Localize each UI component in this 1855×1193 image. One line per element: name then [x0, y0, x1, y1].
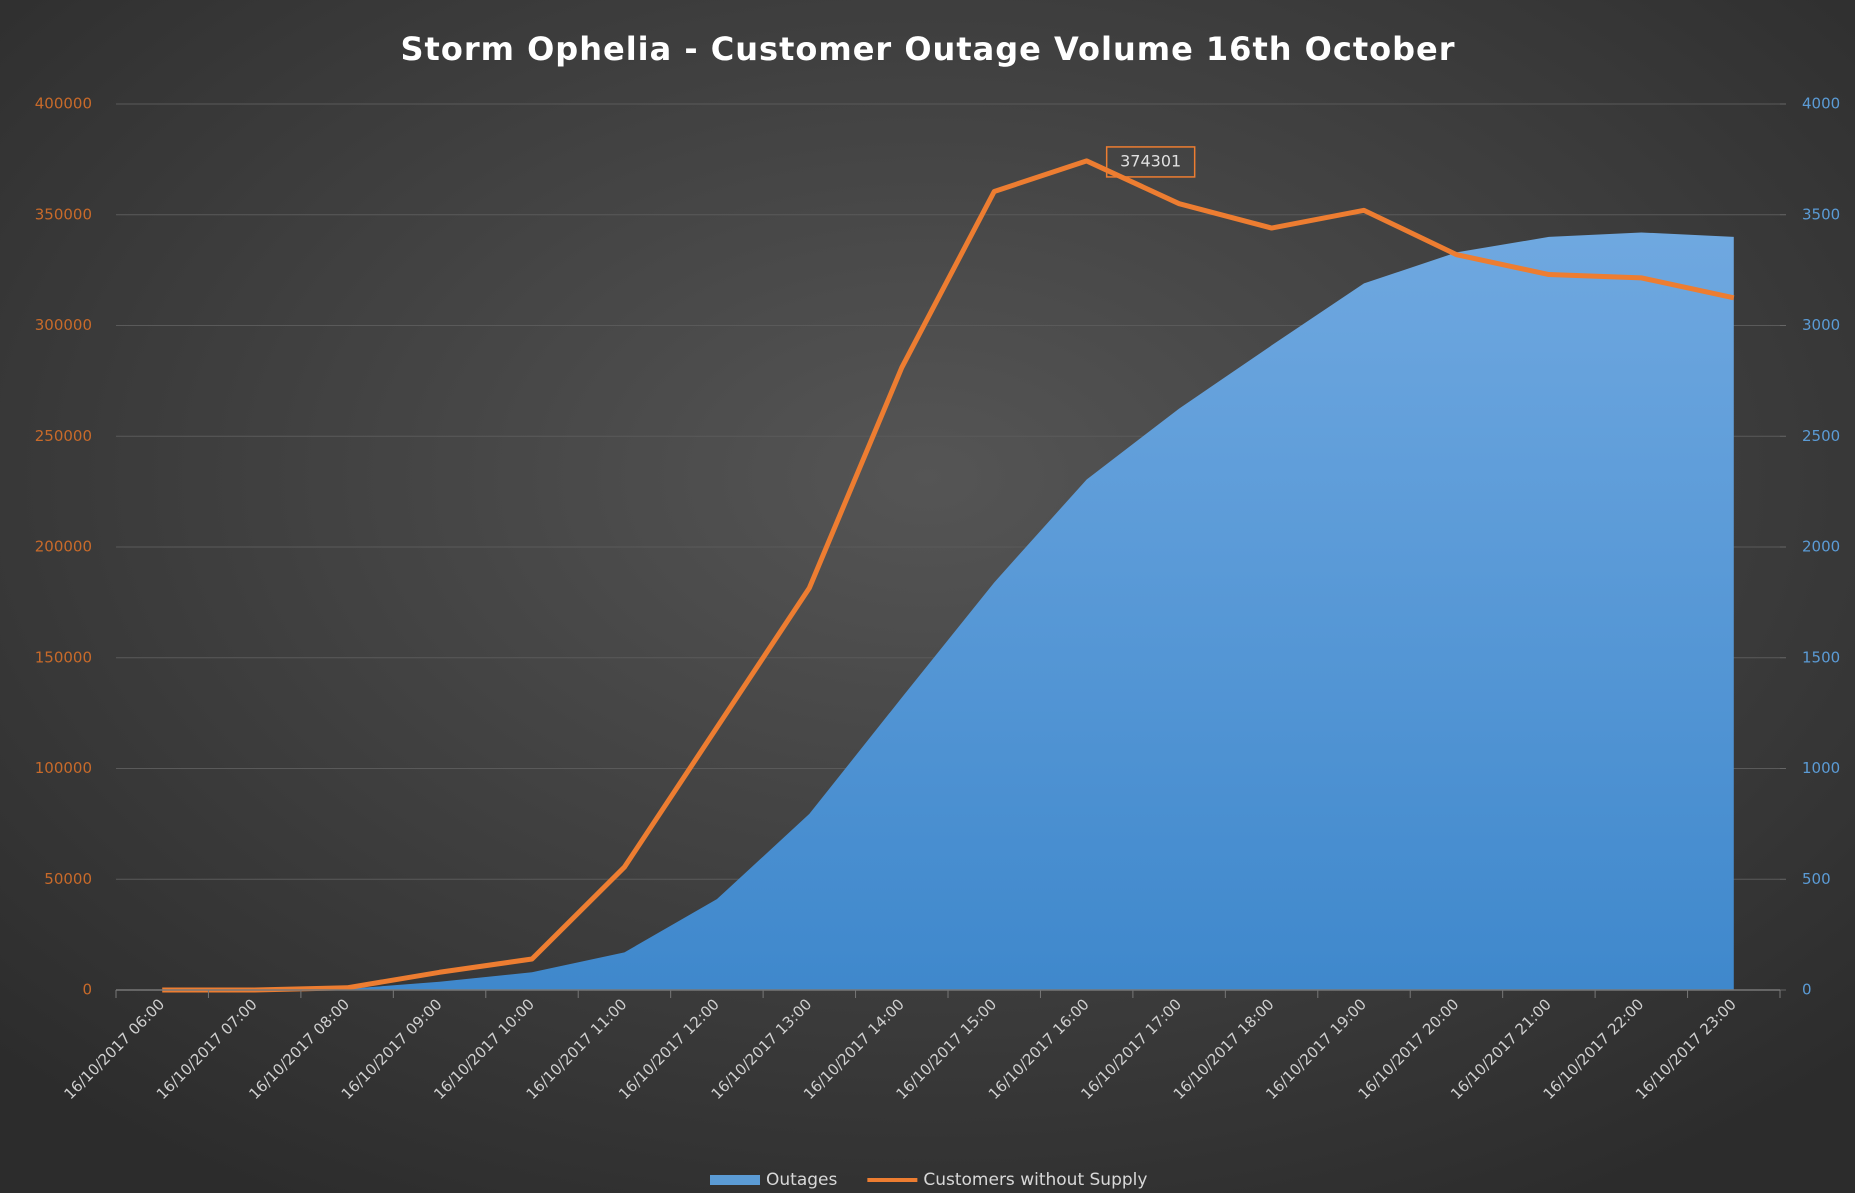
y2-tick-label: 4000	[1802, 95, 1840, 113]
legend-swatch	[710, 1175, 760, 1185]
line	[162, 158, 1735, 993]
y-tick-label: 100000	[35, 759, 92, 777]
y-tick-label: 0	[82, 981, 92, 999]
y-tick-label: 400000	[35, 95, 92, 113]
y-tick-label: 200000	[35, 538, 92, 556]
data-label: 374301	[1120, 151, 1181, 170]
area	[162, 232, 1734, 991]
y-tick-label: 50000	[44, 870, 92, 888]
legend-label: Outages	[766, 1170, 837, 1190]
y2-tick-label: 3000	[1802, 316, 1840, 334]
y2-tick-label: 3500	[1802, 205, 1840, 223]
y-tick-label: 250000	[35, 427, 92, 445]
y2-tick-label: 500	[1802, 870, 1831, 888]
y2-tick-label: 1000	[1802, 759, 1840, 777]
y-tick-label: 300000	[35, 316, 92, 334]
legend-label: Customers without Supply	[923, 1170, 1147, 1190]
y2-tick-label: 0	[1802, 981, 1812, 999]
y-tick-label: 350000	[35, 205, 92, 223]
y2-tick-label: 2500	[1802, 427, 1840, 445]
chart-title: Storm Ophelia - Customer Outage Volume 1…	[401, 30, 1456, 68]
y2-tick-label: 1500	[1802, 648, 1840, 666]
y-tick-label: 150000	[35, 648, 92, 666]
data-label-box	[1105, 146, 1196, 178]
y2-tick-label: 2000	[1802, 538, 1840, 556]
